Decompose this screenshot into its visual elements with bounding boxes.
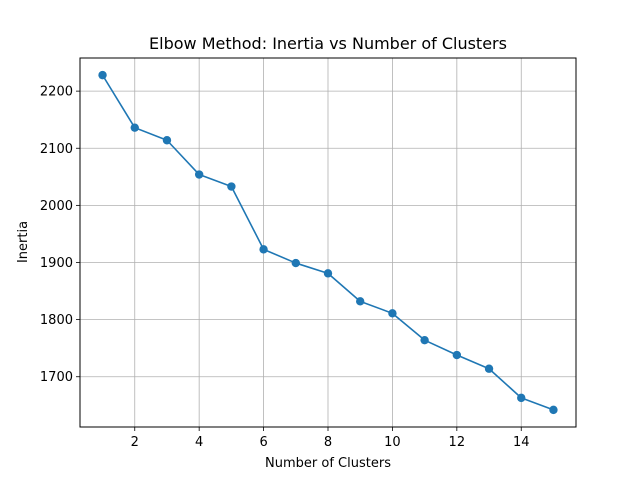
x-tick-label: 12 [449, 435, 466, 450]
y-tick-label: 1800 [40, 313, 73, 328]
data-point [517, 393, 526, 403]
data-point [194, 170, 204, 179]
y-axis-label: Inertia [16, 221, 31, 263]
x-tick-label: 6 [259, 435, 267, 450]
x-tick-label: 4 [195, 435, 203, 450]
data-point [98, 70, 107, 80]
y-tick-label: 1700 [40, 370, 73, 385]
data-point [291, 258, 300, 268]
y-tick-label: 2000 [40, 199, 73, 214]
data-point [549, 405, 558, 415]
x-tick-label: 8 [324, 435, 332, 450]
y-tick-label: 2200 [40, 85, 73, 100]
data-point [130, 123, 139, 132]
grid-layer [80, 58, 576, 427]
data-point [259, 245, 268, 254]
data-point [227, 182, 236, 191]
data-point [388, 309, 397, 318]
data-point [420, 335, 429, 345]
data-point [452, 350, 462, 360]
y-tick-label: 2100 [40, 142, 73, 157]
x-tick-label: 10 [384, 435, 401, 450]
x-axis-label: Number of Clusters [265, 456, 391, 471]
x-tick-label: 14 [513, 435, 530, 450]
chart-title: Elbow Method: Inertia vs Number of Clust… [149, 34, 507, 53]
x-tick-label: 2 [131, 435, 139, 450]
data-point [323, 269, 333, 278]
data-point [484, 364, 494, 373]
data-point [356, 297, 365, 306]
series-layer [98, 70, 558, 415]
data-point [162, 136, 172, 145]
ticks-layer: 2 4 6 8 10 12 14 1700 1800 1900 2000 2100 2200 [40, 85, 530, 450]
y-tick-label: 1900 [40, 256, 73, 271]
